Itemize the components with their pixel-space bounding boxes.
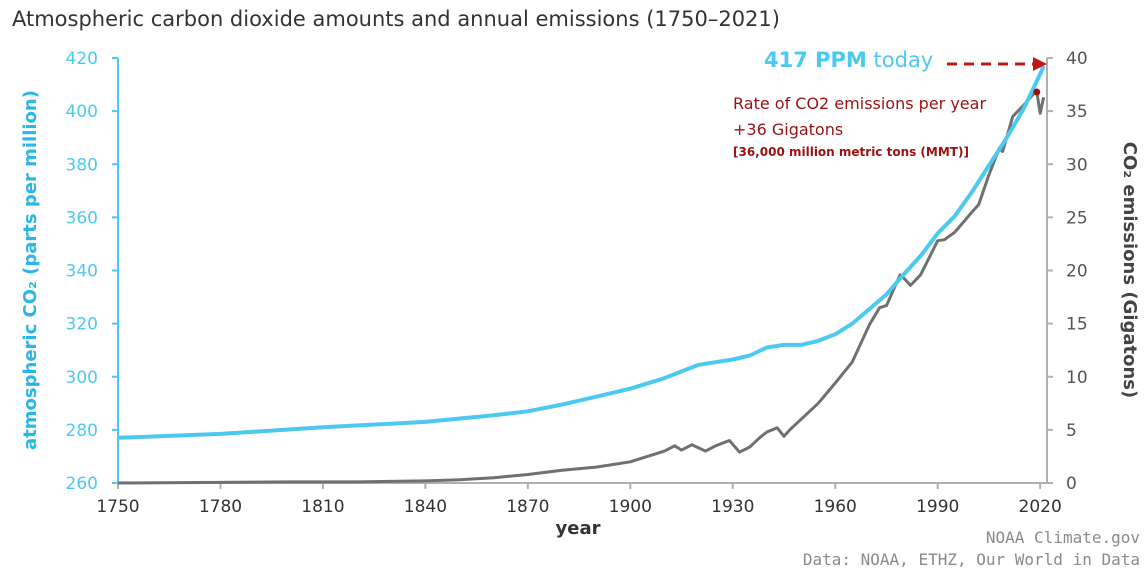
left-tick-label: 300 [66, 368, 98, 388]
x-tick-label: 1810 [301, 497, 344, 517]
left-tick-label: 360 [66, 208, 98, 228]
right-tick-label: 20 [1066, 262, 1088, 282]
co2-series-line [117, 65, 1046, 440]
left-axis-label: atmospheric CO₂ (parts per million) [20, 90, 41, 450]
x-tick-label: 1960 [814, 497, 857, 517]
x-axis-label: year [556, 518, 601, 539]
x-tick-label: 1990 [916, 497, 959, 517]
left-tick-label: 420 [66, 49, 98, 69]
right-tick-label: 25 [1066, 208, 1088, 228]
emissions-latest-marker [1033, 88, 1041, 96]
right-axis-ticks: 0 5 10 15 20 25 30 35 40 [1047, 49, 1088, 494]
chart-title: Atmospheric carbon dioxide amounts and a… [12, 7, 780, 31]
right-tick-label: 35 [1066, 102, 1088, 122]
x-tick-label: 1900 [609, 497, 652, 517]
right-tick-label: 10 [1066, 368, 1088, 388]
ppm-suffix: today [867, 48, 933, 72]
x-tick-label: 1750 [96, 497, 139, 517]
left-tick-label: 320 [66, 315, 98, 335]
ppm-today-label: 417 PPM today [764, 48, 933, 72]
left-tick-label: 400 [66, 102, 98, 122]
right-tick-label: 40 [1066, 49, 1088, 69]
ppm-arrow-head [1033, 57, 1047, 71]
right-tick-label: 0 [1066, 474, 1077, 494]
right-tick-label: 15 [1066, 315, 1088, 335]
x-tick-label: 1930 [711, 497, 754, 517]
emissions-series-line [117, 90, 1046, 485]
emission-rate-mmt: [36,000 million metric tons (MMT)] [733, 145, 969, 159]
x-tick-label: 2020 [1019, 497, 1062, 517]
x-tick-label: 1840 [404, 497, 447, 517]
x-tick-label: 1780 [199, 497, 242, 517]
ppm-value: 417 PPM [764, 48, 867, 72]
left-tick-label: 340 [66, 262, 98, 282]
left-tick-label: 280 [66, 421, 98, 441]
right-tick-label: 30 [1066, 155, 1088, 175]
left-axis-ticks: 260 280 300 320 340 360 380 400 420 [66, 49, 118, 494]
emission-rate-label: Rate of CO2 emissions per year [733, 94, 986, 113]
credit-source: NOAA Climate.gov [986, 528, 1140, 547]
emission-rate-value: +36 Gigatons [733, 120, 843, 139]
left-tick-label: 380 [66, 155, 98, 175]
left-tick-label: 260 [66, 474, 98, 494]
right-axis-label: CO₂ emissions (Gigatons) [1119, 142, 1140, 398]
right-tick-label: 5 [1066, 421, 1077, 441]
x-tick-label: 1870 [506, 497, 549, 517]
x-axis-ticks: 1750 1780 1810 1840 1870 1900 1930 1960 1990 2020 [96, 483, 1062, 517]
credit-data: Data: NOAA, ETHZ, Our World in Data [803, 550, 1140, 569]
